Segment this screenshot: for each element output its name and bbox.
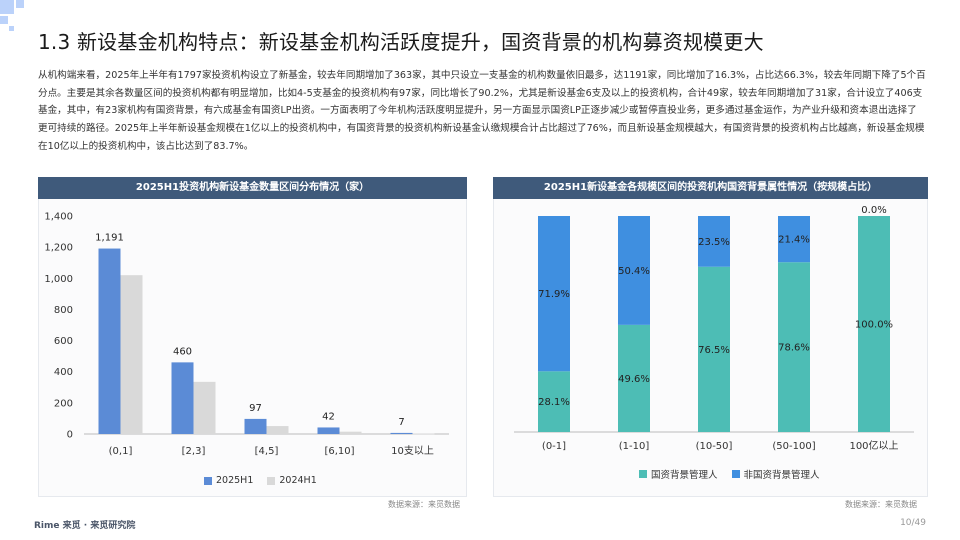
y-tick-label: 1,400 xyxy=(44,212,73,223)
count-chart-source: 数据来源：来觅数据 xyxy=(388,500,460,509)
stack-国资背景管理人-2 xyxy=(698,266,730,432)
legend-label-1: 2024H1 xyxy=(279,475,317,486)
x-tick-label: (0-1] xyxy=(542,441,566,452)
bar-2025H1-4 xyxy=(390,432,413,434)
state-chart-source: 数据来源：来觅数据 xyxy=(845,500,917,509)
stack-value-label: 21.4% xyxy=(778,235,810,246)
y-tick-label: 400 xyxy=(54,367,73,378)
bar-2025H1-0 xyxy=(98,248,121,434)
x-tick-label: (1-10] xyxy=(619,441,650,452)
y-tick-label: 800 xyxy=(54,305,73,316)
bar-2024H1-4 xyxy=(412,433,435,435)
stack-value-label: 50.4% xyxy=(618,266,650,277)
state-chart-legend: 国资背景管理人 非国资背景管理人 xyxy=(639,467,820,481)
corner-decoration xyxy=(0,0,40,40)
bar-value-label: 97 xyxy=(249,403,262,414)
legend-swatch-1 xyxy=(267,476,276,485)
x-tick-label: [2,3] xyxy=(182,446,206,457)
bar-value-label: 1,191 xyxy=(95,233,124,244)
stack-value-label: 100.0% xyxy=(855,320,893,331)
x-tick-label: 100亿以上 xyxy=(849,439,898,452)
x-tick-label: [4,5] xyxy=(255,446,279,457)
stack-value-label: 76.5% xyxy=(698,345,730,356)
stack-非国资背景管理人-3 xyxy=(778,216,810,263)
x-tick-label: [6,10] xyxy=(324,446,354,457)
stack-value-label: 0.0% xyxy=(861,205,886,216)
stack-非国资背景管理人-2 xyxy=(698,216,730,267)
bar-2024H1-2 xyxy=(266,426,289,434)
bar-2025H1-3 xyxy=(317,427,340,434)
legend-label-1: 非国资背景管理人 xyxy=(743,470,820,481)
y-tick-label: 600 xyxy=(54,336,73,347)
legend-label-0: 2025H1 xyxy=(216,475,254,486)
stack-value-label: 23.5% xyxy=(698,237,730,248)
bar-2024H1-3 xyxy=(339,431,362,434)
page-title: 1.3 新设基金机构特点：新设基金机构活跃度提升，国资背景的机构募资规模更大 xyxy=(38,30,764,54)
bar-value-label: 42 xyxy=(322,411,335,422)
legend-item-1: 2024H1 xyxy=(267,475,317,486)
bar-2024H1-0 xyxy=(120,275,143,434)
x-tick-label: 10支以上 xyxy=(391,445,434,457)
legend-swatch-0 xyxy=(639,470,647,478)
state-background-panel: 2025H1新设基金各规模区间的投资机构国资背景属性情况（按规模占比） 28.1… xyxy=(493,177,928,497)
stack-非国资背景管理人-1 xyxy=(618,216,650,325)
y-tick-label: 1,200 xyxy=(44,243,73,254)
state-stacked-chart: 28.1% 71.9% (0-1] 49.6% 50.4% (1-10] 76.5% 23.5… xyxy=(514,205,914,452)
stack-国资背景管理人-0 xyxy=(538,371,570,432)
stack-value-label: 78.6% xyxy=(778,343,810,354)
stack-国资背景管理人-3 xyxy=(778,262,810,432)
stack-国资背景管理人-4 xyxy=(858,216,890,432)
stack-非国资背景管理人-0 xyxy=(538,216,570,372)
stack-国资背景管理人-1 xyxy=(618,324,650,432)
y-tick-label: 0 xyxy=(67,430,73,441)
count-distribution-panel: 2025H1投资机构新设基金数量区间分布情况（家） 0 200 400 600 800 1… xyxy=(38,177,467,497)
legend-swatch-1 xyxy=(731,470,740,478)
bar-value-label: 460 xyxy=(173,346,192,357)
legend-item-0: 国资背景管理人 xyxy=(639,467,718,481)
count-bar-chart: 0 200 400 600 800 1,000 1,200 1,400 1,191 (0,1] 46… xyxy=(44,212,449,457)
x-tick-label: (10-50] xyxy=(696,441,733,452)
bar-2024H1-1 xyxy=(193,381,216,434)
x-tick-label: (0,1] xyxy=(109,446,133,457)
count-chart-legend: 2025H1 2024H1 xyxy=(204,475,317,486)
count-chart-header: 2025H1投资机构新设基金数量区间分布情况（家） xyxy=(38,177,467,199)
footer-brand: Rime 来觅 · 来觅研究院 xyxy=(34,521,136,531)
intro-paragraph: 从机构端来看，2025年上半年有1797家投资机构设立了新基金，较去年同期增加了… xyxy=(38,70,926,152)
legend-item-1: 非国资背景管理人 xyxy=(731,467,820,481)
stack-value-label: 28.1% xyxy=(538,397,570,408)
state-chart-header: 2025H1新设基金各规模区间的投资机构国资背景属性情况（按规模占比） xyxy=(493,177,928,199)
stack-value-label: 71.9% xyxy=(538,289,570,300)
page-number: 10/49 xyxy=(900,518,926,528)
y-tick-label: 1,000 xyxy=(44,274,73,285)
bar-value-label: 7 xyxy=(398,417,404,428)
legend-label-0: 国资背景管理人 xyxy=(651,470,718,481)
bar-2025H1-1 xyxy=(171,362,194,434)
bar-2025H1-2 xyxy=(244,418,267,434)
y-tick-label: 200 xyxy=(54,398,73,409)
stack-value-label: 49.6% xyxy=(618,374,650,385)
legend-item-0: 2025H1 xyxy=(204,475,253,486)
legend-swatch-0 xyxy=(204,476,212,485)
count-chart-body: 0 200 400 600 800 1,000 1,200 1,400 1,191 (0,1] 46… xyxy=(38,199,467,497)
x-tick-label: (50-100] xyxy=(772,441,815,452)
state-chart-body: 28.1% 71.9% (0-1] 49.6% 50.4% (1-10] 76.5% 23.5… xyxy=(493,199,928,497)
